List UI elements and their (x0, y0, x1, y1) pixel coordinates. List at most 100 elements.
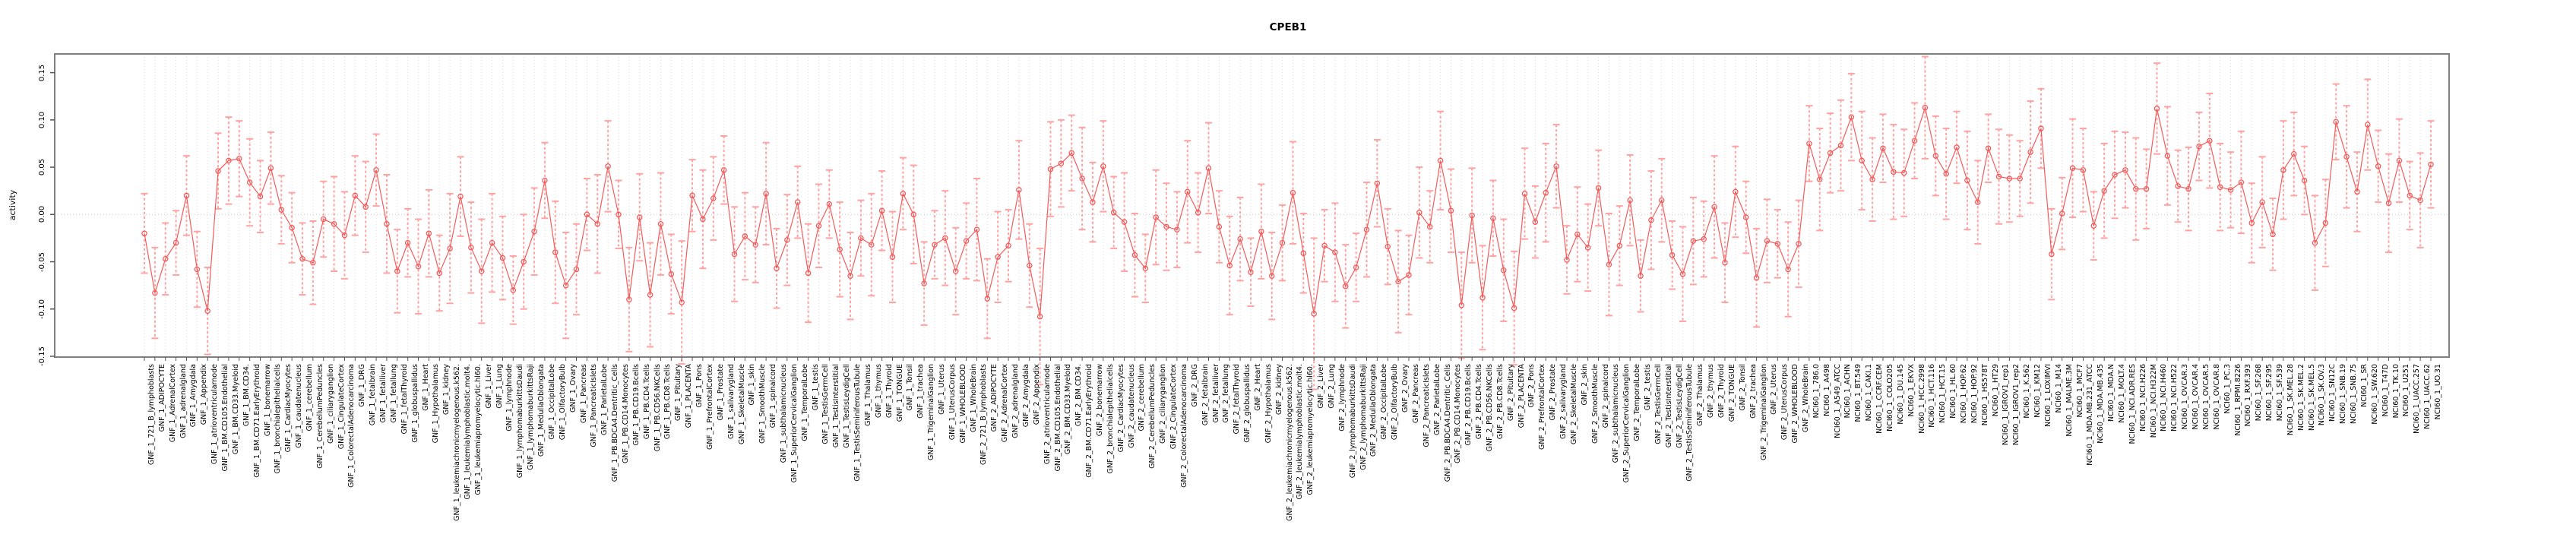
x-tick-label: GNF_1_fetalliver (379, 364, 388, 423)
y-tick-label: -0.05 (38, 251, 46, 272)
x-tick-label: GNF_2_OlfactoryBulb (1391, 364, 1400, 441)
x-tick-label: NCI60_1_HS578T (1980, 364, 1989, 426)
data-point (1616, 242, 1623, 249)
data-point (1005, 242, 1011, 249)
data-point (657, 220, 664, 227)
data-point (1058, 160, 1065, 166)
data-point (1553, 163, 1559, 169)
x-tick-label: GNF_2_CardiacMyocytes (1116, 364, 1125, 453)
x-tick-label: NCI60_1_UACC.62 (2423, 364, 2432, 429)
data-point (1068, 150, 1074, 157)
data-point (1764, 238, 1771, 244)
data-point (1711, 204, 1717, 210)
data-point (1869, 176, 1875, 183)
data-point (373, 167, 379, 173)
data-point (499, 255, 506, 261)
data-point (1416, 210, 1422, 216)
data-point (542, 177, 548, 184)
x-tick-label: GNF_1_Tonsil (906, 364, 915, 411)
data-point (2196, 143, 2202, 150)
data-point (1943, 171, 1949, 177)
x-tick-label: GNF_2_lymphomaburkittsDaudi (1348, 364, 1357, 479)
data-point (774, 265, 780, 271)
data-point (2396, 157, 2403, 164)
x-tick-label: GNF_1_Lung (495, 364, 504, 409)
x-tick-label: GNF_2_salivarygland (1559, 364, 1568, 440)
x-tick-label: GNF_1_testis (811, 364, 820, 411)
data-point (172, 239, 179, 246)
data-point (1332, 249, 1338, 255)
data-point (404, 239, 411, 246)
data-point (2417, 197, 2423, 204)
data-point (236, 156, 242, 162)
x-tick-label: GNF_1_SkeletalMuscle (737, 364, 746, 445)
x-tick-label: GNF_1_ADIPOCYTE (157, 364, 166, 432)
data-point (1047, 166, 1054, 172)
x-tick-label: NCI60_1_OVCAR.3 (2181, 364, 2190, 430)
x-tick-label: NCI60_1_SN12C (2328, 364, 2337, 422)
x-tick-label: GNF_1_BM.CD33.Myeloid (231, 364, 240, 455)
x-tick-label: GNF_2_leukemialymphoblastic.molt4. (1296, 364, 1305, 500)
data-point (1216, 223, 1223, 230)
data-point (584, 211, 590, 218)
x-tick-label: GNF_1_BM.CD105.Endothelial (221, 364, 230, 472)
x-tick-label: GNF_2_PrefrontalCortex (1538, 364, 1547, 451)
x-tick-label: GNF_2_BM.CD33.Myeloid (1064, 364, 1073, 455)
x-tick-label: GNF_2_skin (1580, 364, 1589, 406)
data-point (215, 168, 221, 174)
x-tick-label: GNF_2_subthalamicnucleus (1612, 364, 1621, 463)
x-tick-label: GNF_1_BM.CD34. (242, 364, 251, 427)
data-point (2365, 122, 2371, 128)
y-tick-label: 0.10 (38, 111, 46, 128)
data-point (1638, 273, 1644, 279)
data-point (1100, 163, 1106, 169)
x-tick-label: GNF_1_subthalamicnucleus (779, 364, 788, 463)
data-point (889, 254, 896, 261)
x-tick-label: NCI60_1_HOP.62 (1960, 364, 1968, 424)
x-tick-label: GNF_1_fetalbrain (369, 364, 378, 426)
x-tick-label: NCI60_1_HCT.116 (1928, 364, 1937, 428)
x-tick-label: NCI60_1_CCRF.CEM (1875, 364, 1885, 434)
data-point (826, 201, 833, 207)
data-point (1248, 269, 1254, 275)
data-point (763, 191, 769, 197)
data-point (2248, 220, 2255, 226)
data-point (510, 287, 517, 293)
x-tick-label: NCI60_1_NCI.H460 (2160, 364, 2169, 432)
x-tick-label: GNF_2_SuperiorCervicalGanglion (1622, 364, 1631, 483)
data-point (1237, 236, 1243, 242)
x-tick-label: NCI60_1_OVCAR.8 (2212, 364, 2221, 430)
x-tick-label: NCI60_1_HCT.15 (1938, 364, 1948, 423)
data-point (1395, 278, 1401, 285)
data-point (1543, 189, 1549, 196)
data-point (2049, 251, 2055, 258)
data-point (246, 179, 253, 185)
x-tick-label: GNF_2_bronchialepithelialcells (1106, 364, 1115, 474)
data-point (1753, 274, 1760, 281)
x-tick-label: GNF_2_TestisGermCell (1654, 364, 1663, 444)
data-point (331, 220, 337, 227)
x-tick-label: GNF_1_cerebellum (305, 364, 314, 432)
x-tick-label: NCI60_1_LOXIMVI (2043, 364, 2052, 427)
data-point (1185, 188, 1191, 195)
x-tick-label: GNF_1_PB.CD4.Tcells (642, 364, 651, 440)
data-point (605, 163, 611, 169)
x-tick-label: NCI60_1_OVCAR.5 (2201, 364, 2210, 430)
x-tick-label: GNF_2_ciliaryganglion (1159, 364, 1168, 444)
x-tick-label: NCI60_1_CAKI.1 (1865, 364, 1874, 422)
x-tick-label: GNF_2_PB.CD4.Tcells (1475, 364, 1484, 440)
x-tick-label: GNF_1_PB.CD8.Tcells (663, 364, 672, 440)
data-point (1448, 207, 1454, 214)
x-tick-label: GNF_1_MedullaOblongata (537, 364, 546, 457)
data-point (1016, 187, 1022, 193)
x-tick-label: NCI60_1_UACC.257 (2413, 364, 2422, 434)
data-point (1564, 257, 1570, 263)
x-tick-label: GNF_1_lymphomaburkittsDaudi (516, 364, 525, 479)
data-point (847, 273, 853, 279)
data-point (1469, 212, 1475, 219)
data-point (573, 266, 580, 273)
data-point (1205, 165, 1212, 172)
x-tick-label: NCI60_1_A498 (1822, 364, 1831, 416)
x-tick-label: GNF_2_CerebellumPeduncles (1148, 364, 1157, 469)
data-point (1511, 305, 1517, 311)
